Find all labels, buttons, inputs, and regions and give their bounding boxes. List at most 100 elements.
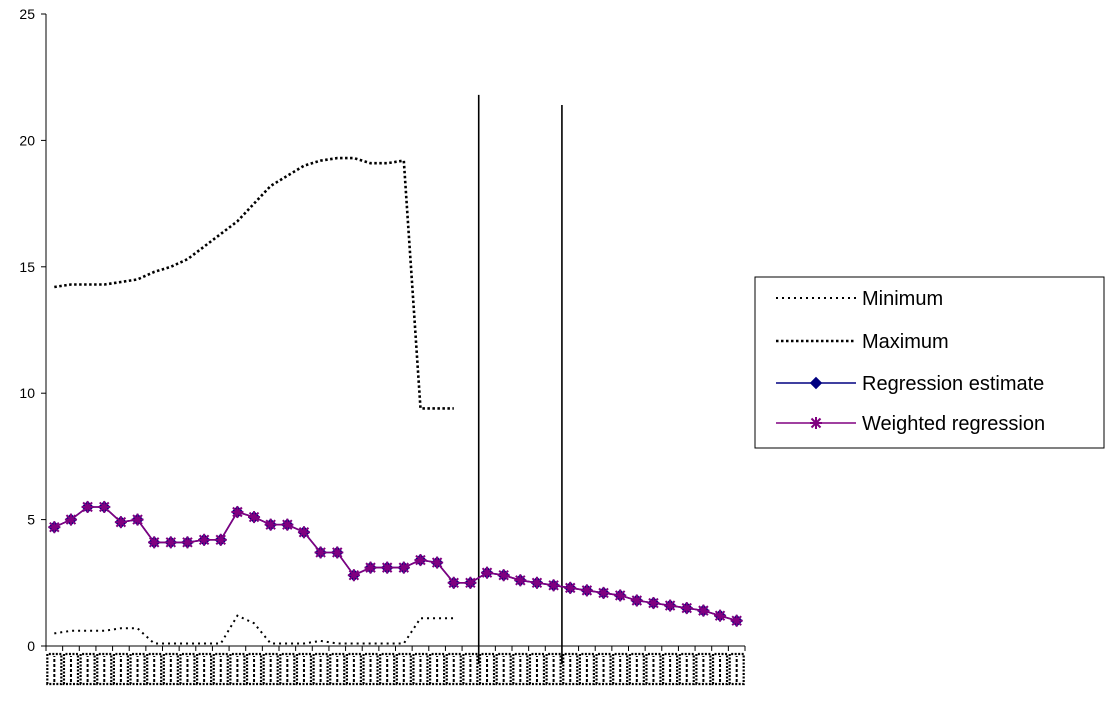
x-tick-glyph	[695, 652, 712, 686]
legend-label-weighted-regression: Weighted regression	[862, 413, 1045, 435]
data-point-weighted-regression	[381, 561, 394, 574]
x-tick-label-mark	[695, 652, 712, 686]
data-point-weighted-regression	[231, 506, 244, 519]
data-point-weighted-regression	[647, 597, 660, 610]
x-tick-glyph	[312, 652, 329, 686]
y-tick-label: 25	[19, 6, 35, 22]
legend-label-minimum: Minimum	[862, 288, 943, 310]
data-point-weighted-regression	[547, 579, 560, 592]
x-tick-label-mark	[329, 652, 346, 686]
data-point-weighted-regression	[281, 518, 294, 531]
data-point-weighted-regression	[414, 554, 427, 567]
data-point-weighted-regression	[48, 521, 61, 534]
x-tick-label-mark	[345, 652, 362, 686]
data-point-weighted-regression	[447, 576, 460, 589]
data-point-weighted-regression	[264, 518, 277, 531]
data-point-weighted-regression	[198, 533, 211, 546]
x-tick-glyph	[412, 652, 429, 686]
data-point-weighted-regression	[597, 586, 610, 599]
data-point-weighted-regression	[680, 602, 693, 615]
x-tick-glyph	[628, 652, 645, 686]
data-point-weighted-regression	[481, 566, 494, 579]
x-tick-label-mark	[612, 652, 629, 686]
x-tick-glyph	[46, 652, 63, 686]
data-point-weighted-regression	[164, 536, 177, 549]
data-point-weighted-regression	[514, 574, 527, 587]
x-tick-label-mark	[62, 652, 80, 686]
x-tick-label-mark	[46, 652, 63, 686]
series-line-minimum	[54, 614, 454, 645]
x-tick-glyph	[229, 652, 246, 686]
x-tick-label-mark	[728, 652, 745, 686]
data-point-weighted-regression	[664, 599, 677, 612]
x-tick-label-mark	[445, 652, 462, 686]
x-tick-label-mark	[645, 652, 662, 686]
x-tick-glyph	[96, 652, 113, 686]
legend-marker-regression-estimate	[809, 376, 823, 390]
x-tick-label-mark	[162, 652, 179, 686]
x-tick-label-mark	[362, 652, 379, 686]
data-point-weighted-regression	[347, 569, 360, 582]
x-tick-label-mark	[545, 652, 562, 686]
legend-marker-weighted-regression	[810, 417, 822, 429]
x-tick-glyph	[462, 652, 479, 686]
data-point-weighted-regression	[248, 511, 261, 524]
x-tick-label-mark	[429, 652, 446, 686]
data-point-weighted-regression	[714, 609, 727, 622]
data-point-weighted-regression	[364, 561, 377, 574]
x-tick-glyph	[129, 652, 146, 686]
x-tick-glyph	[495, 652, 512, 686]
x-tick-glyph	[295, 652, 313, 686]
x-tick-label-mark	[79, 652, 96, 686]
x-tick-glyph	[146, 652, 163, 686]
x-tick-label-mark	[678, 652, 695, 686]
series-weighted-regression	[48, 500, 743, 627]
x-tick-label-mark	[212, 652, 229, 686]
x-tick-label-mark	[279, 652, 296, 686]
x-tick-label-mark	[96, 652, 113, 686]
x-tick-glyph	[212, 652, 229, 686]
data-point-weighted-regression	[181, 536, 194, 549]
x-tick-label-mark	[578, 652, 595, 686]
x-tick-label-mark	[512, 652, 529, 686]
x-tick-glyph	[279, 652, 296, 686]
data-point-weighted-regression	[98, 500, 111, 513]
x-tick-glyph	[179, 652, 196, 686]
x-tick-label-mark	[662, 652, 679, 686]
data-point-weighted-regression	[431, 556, 444, 569]
x-tick-glyph	[245, 652, 263, 686]
x-tick-label-mark	[262, 652, 279, 686]
x-tick-glyph	[62, 652, 80, 686]
x-tick-glyph	[395, 652, 412, 686]
data-point-weighted-regression	[297, 526, 310, 539]
x-tick-glyph	[528, 652, 546, 686]
series-line-maximum	[54, 156, 454, 410]
x-tick-label-mark	[562, 652, 579, 686]
series-layer	[48, 156, 743, 645]
y-tick-label: 20	[19, 132, 35, 148]
x-tick-label-mark	[129, 652, 146, 686]
x-tick-label-mark	[379, 652, 396, 686]
x-tick-label-mark	[528, 652, 546, 686]
series-minimum	[54, 614, 454, 645]
data-point-weighted-regression	[214, 533, 227, 546]
x-tick-label-mark	[312, 652, 329, 686]
x-tick-glyph	[262, 652, 279, 686]
data-point-weighted-regression	[614, 589, 627, 602]
data-point-weighted-regression	[64, 513, 77, 526]
x-tick-label-mark	[395, 652, 412, 686]
x-tick-label-mark	[595, 652, 612, 686]
data-point-weighted-regression	[697, 604, 710, 617]
x-axis-ticks	[45, 646, 746, 686]
y-tick-label: 0	[27, 638, 35, 654]
y-tick-label: 15	[19, 259, 35, 275]
x-tick-label-mark	[245, 652, 263, 686]
plot-area	[46, 14, 745, 646]
x-tick-glyph	[711, 652, 729, 686]
x-tick-label-mark	[628, 652, 645, 686]
x-tick-glyph	[429, 652, 446, 686]
x-tick-glyph	[645, 652, 662, 686]
data-point-weighted-regression	[131, 513, 144, 526]
data-point-weighted-regression	[497, 569, 510, 582]
